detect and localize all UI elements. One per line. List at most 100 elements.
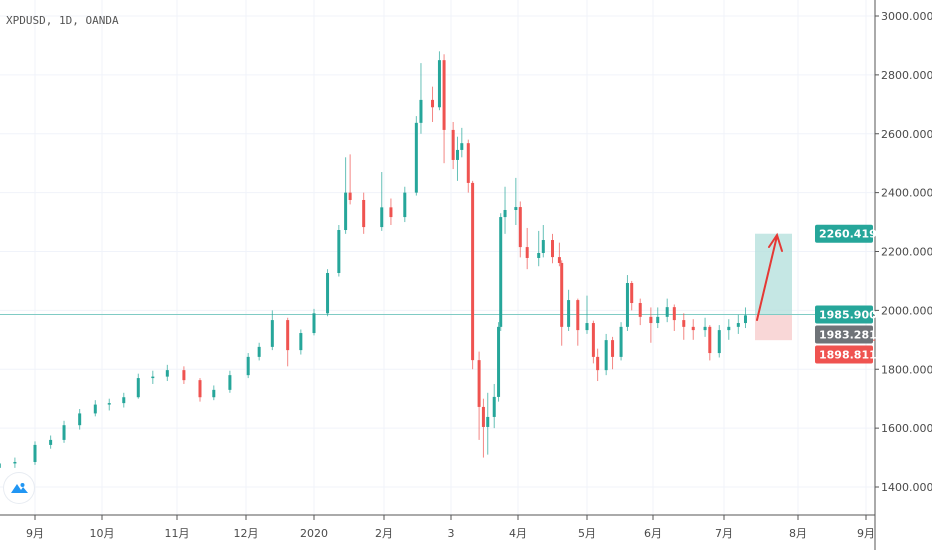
candle-body — [151, 376, 155, 379]
price-tick-label: 2800.000 — [881, 69, 932, 82]
candle-body — [596, 356, 600, 371]
candle-body — [348, 192, 352, 200]
candle-body — [649, 316, 653, 324]
candle-body — [0, 463, 1, 468]
candle-body — [743, 315, 747, 324]
candle-body — [727, 326, 731, 331]
candle-body — [477, 360, 481, 407]
candle-body — [389, 207, 393, 218]
candle-body — [62, 425, 66, 440]
candle-body — [638, 303, 642, 317]
price-tick-label: 1600.000 — [881, 422, 932, 435]
candle-body — [326, 272, 330, 314]
price-tag-stop-label: 1898.811 — [819, 349, 877, 362]
time-tick-label: 5月 — [578, 527, 596, 540]
candle-body — [136, 378, 140, 398]
candle-body — [630, 283, 634, 304]
price-tick-label: 2400.000 — [881, 187, 932, 200]
time-tick-label: 4月 — [509, 527, 527, 540]
candle-body — [246, 356, 250, 376]
time-tick-label: 8月 — [789, 527, 807, 540]
time-tick-label: 9月 — [857, 527, 875, 540]
candle-body — [717, 330, 721, 354]
stop-zone[interactable] — [755, 314, 792, 341]
candle-body — [182, 370, 186, 381]
candle-body — [503, 209, 507, 218]
candle-body — [228, 375, 232, 390]
candle-body — [611, 340, 615, 357]
candle-body — [518, 207, 522, 248]
price-tag-target-label: 2260.419 — [819, 228, 877, 241]
candle-body — [78, 413, 82, 426]
candle-body — [736, 323, 740, 327]
candle-body — [299, 333, 303, 351]
price-tick-label: 2200.000 — [881, 246, 932, 259]
candle-body — [286, 320, 290, 351]
candle-body — [656, 316, 660, 324]
time-tick-label: 9月 — [26, 527, 44, 540]
candle-body — [499, 217, 503, 327]
candle-body — [419, 99, 423, 123]
price-tag-target — [815, 224, 873, 243]
candle-body — [682, 320, 686, 327]
price-tick-label: 1800.000 — [881, 363, 932, 376]
candle-body — [567, 300, 571, 327]
candle-body — [431, 99, 435, 108]
symbol-label: XPDUSD, 1D, OANDA — [6, 14, 119, 27]
candle-body — [585, 323, 589, 331]
price-tick-label: 2600.000 — [881, 128, 932, 141]
candle-body — [212, 389, 216, 398]
candle-body — [362, 199, 366, 228]
candle-body — [525, 247, 529, 258]
candle-body — [672, 307, 676, 321]
time-tick-label: 2020 — [300, 527, 328, 540]
candle-body — [107, 403, 111, 405]
candle-body — [270, 320, 274, 347]
time-tick-label: 12月 — [234, 527, 259, 540]
price-tag-last — [815, 325, 873, 344]
candle-body — [537, 252, 541, 258]
candle-body — [471, 182, 475, 361]
candle-body — [703, 326, 707, 331]
candle-body — [691, 326, 695, 331]
price-tick-label: 1400.000 — [881, 481, 932, 494]
price-tag-entry-label: 1985.900 — [819, 309, 877, 322]
candle-body — [591, 323, 595, 357]
price-tick-label: 3000.000 — [881, 10, 932, 23]
candle-body — [514, 207, 518, 210]
candle-body — [708, 326, 712, 354]
candle-body — [403, 192, 407, 218]
candle-body — [551, 240, 554, 258]
candle-body — [497, 326, 501, 397]
price-tag-entry — [815, 305, 873, 324]
candle-body — [486, 416, 490, 427]
candle-body — [257, 346, 261, 357]
time-tick-label: 3 — [448, 527, 455, 540]
candle-body — [619, 326, 623, 357]
candle-body — [380, 207, 384, 228]
candle-body — [165, 370, 169, 377]
logo-icon — [11, 483, 28, 493]
candle-body — [13, 461, 17, 464]
candle-body — [437, 60, 441, 108]
arrow-annotation[interactable] — [756, 232, 783, 321]
time-tick-label: 7月 — [715, 527, 733, 540]
candle-body — [414, 122, 418, 193]
candle-body — [312, 313, 316, 334]
candle-body — [93, 404, 97, 414]
candle-body — [344, 192, 348, 231]
candle-body — [576, 300, 580, 331]
time-tick-label: 11月 — [165, 527, 190, 540]
candle-body — [451, 129, 455, 160]
price-tag-stop — [815, 345, 873, 364]
candle-body — [460, 143, 464, 150]
candle-body — [337, 230, 341, 273]
candle-body — [481, 406, 485, 427]
candle-body — [665, 307, 669, 317]
candle-body — [604, 340, 608, 371]
candle-body — [541, 240, 545, 253]
candle-body — [33, 444, 37, 462]
tradingview-logo-button[interactable] — [4, 473, 34, 503]
time-tick-label: 6月 — [644, 527, 662, 540]
